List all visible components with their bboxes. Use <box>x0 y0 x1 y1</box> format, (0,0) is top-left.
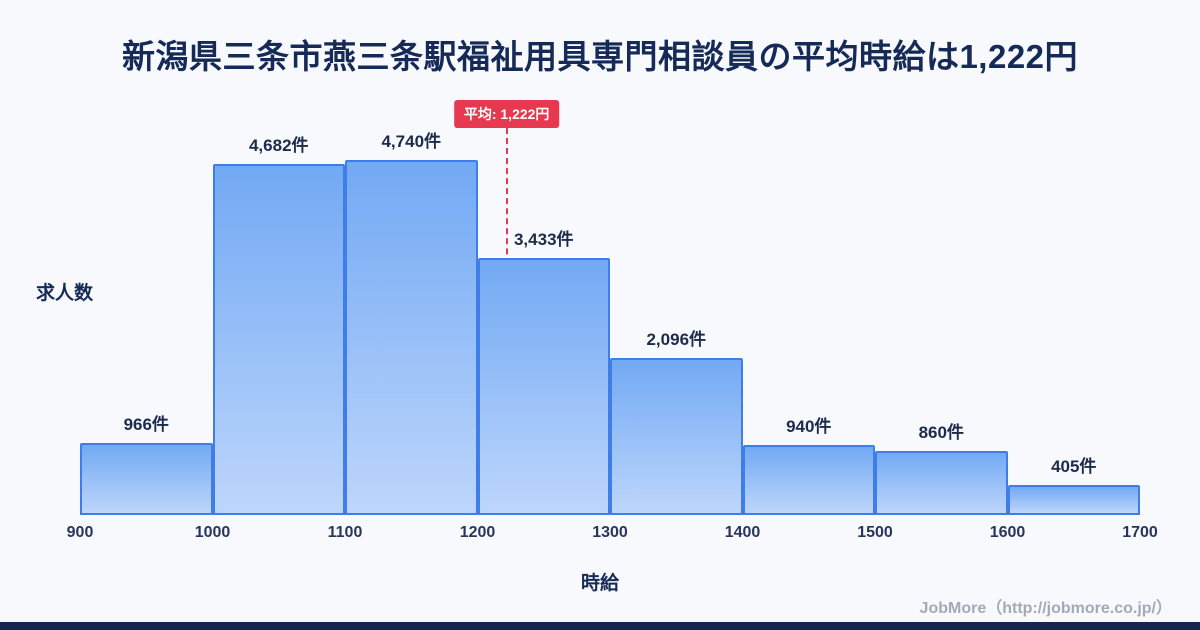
bar-value-label: 4,682件 <box>248 136 309 156</box>
x-ticks: 900 1000 1100 1200 1300 1400 1500 1600 1700 <box>67 524 1158 546</box>
x-tick-1500: 1500 <box>857 524 893 541</box>
bar-1100-1200 <box>345 160 478 515</box>
chart-title: 新潟県三条市燕三条駅福祉用具専門相談員の平均時給は1,222円 <box>121 38 1079 75</box>
x-tick-1100: 1100 <box>327 524 363 541</box>
x-tick-1000: 1000 <box>194 524 231 541</box>
bar-1400-1500 <box>742 444 875 515</box>
bar-value-label: 940件 <box>786 416 832 436</box>
x-tick-1600: 1600 <box>989 524 1026 541</box>
footer-credit: JobMore（http://jobmore.co.jp/） <box>919 600 1172 617</box>
x-tick-1400: 1400 <box>724 524 761 541</box>
x-tick-1700: 1700 <box>1122 524 1158 541</box>
bar-value-label: 405件 <box>1051 456 1097 476</box>
bar-value-label: 860件 <box>918 422 964 442</box>
average-badge: 平均: 1,222円 <box>453 100 560 128</box>
bar-900-1000 <box>80 442 213 515</box>
bar-1300-1400 <box>610 358 743 515</box>
bottom-accent-bar <box>0 622 1200 630</box>
x-tick-900: 900 <box>66 524 94 541</box>
bar-1200-1300 <box>477 257 610 515</box>
bar-value-label: 3,433件 <box>513 229 574 249</box>
bar-1600-1700 <box>1007 484 1140 515</box>
bar-1000-1100 <box>212 164 345 515</box>
bar-value-label: 2,096件 <box>646 330 707 350</box>
x-tick-1300: 1300 <box>592 524 628 541</box>
bar-value-label: 4,740件 <box>381 132 442 151</box>
bar-1500-1600 <box>875 450 1008 515</box>
x-tick-1200: 1200 <box>459 524 496 541</box>
x-axis-label: 時給 <box>580 573 619 594</box>
bar-value-label: 966件 <box>123 414 169 434</box>
y-axis-label: 求人数 <box>36 283 94 304</box>
plot-area: 平均: 1,222円 966件 4,682件 4,740件 3,433件 2,096件 9… <box>80 100 1140 515</box>
